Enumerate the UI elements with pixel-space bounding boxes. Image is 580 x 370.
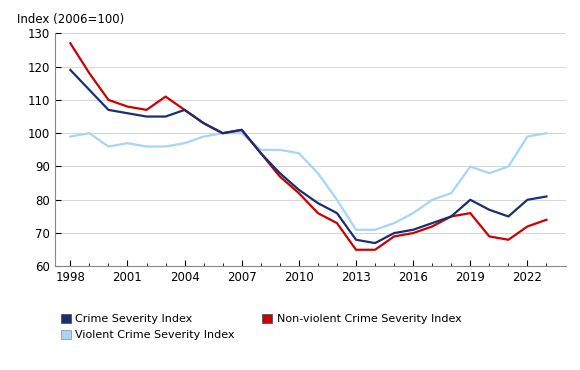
Text: Index (2006=100): Index (2006=100) <box>17 13 124 26</box>
Legend: Crime Severity Index, Violent Crime Severity Index, Non-violent Crime Severity I: Crime Severity Index, Violent Crime Seve… <box>61 314 462 340</box>
